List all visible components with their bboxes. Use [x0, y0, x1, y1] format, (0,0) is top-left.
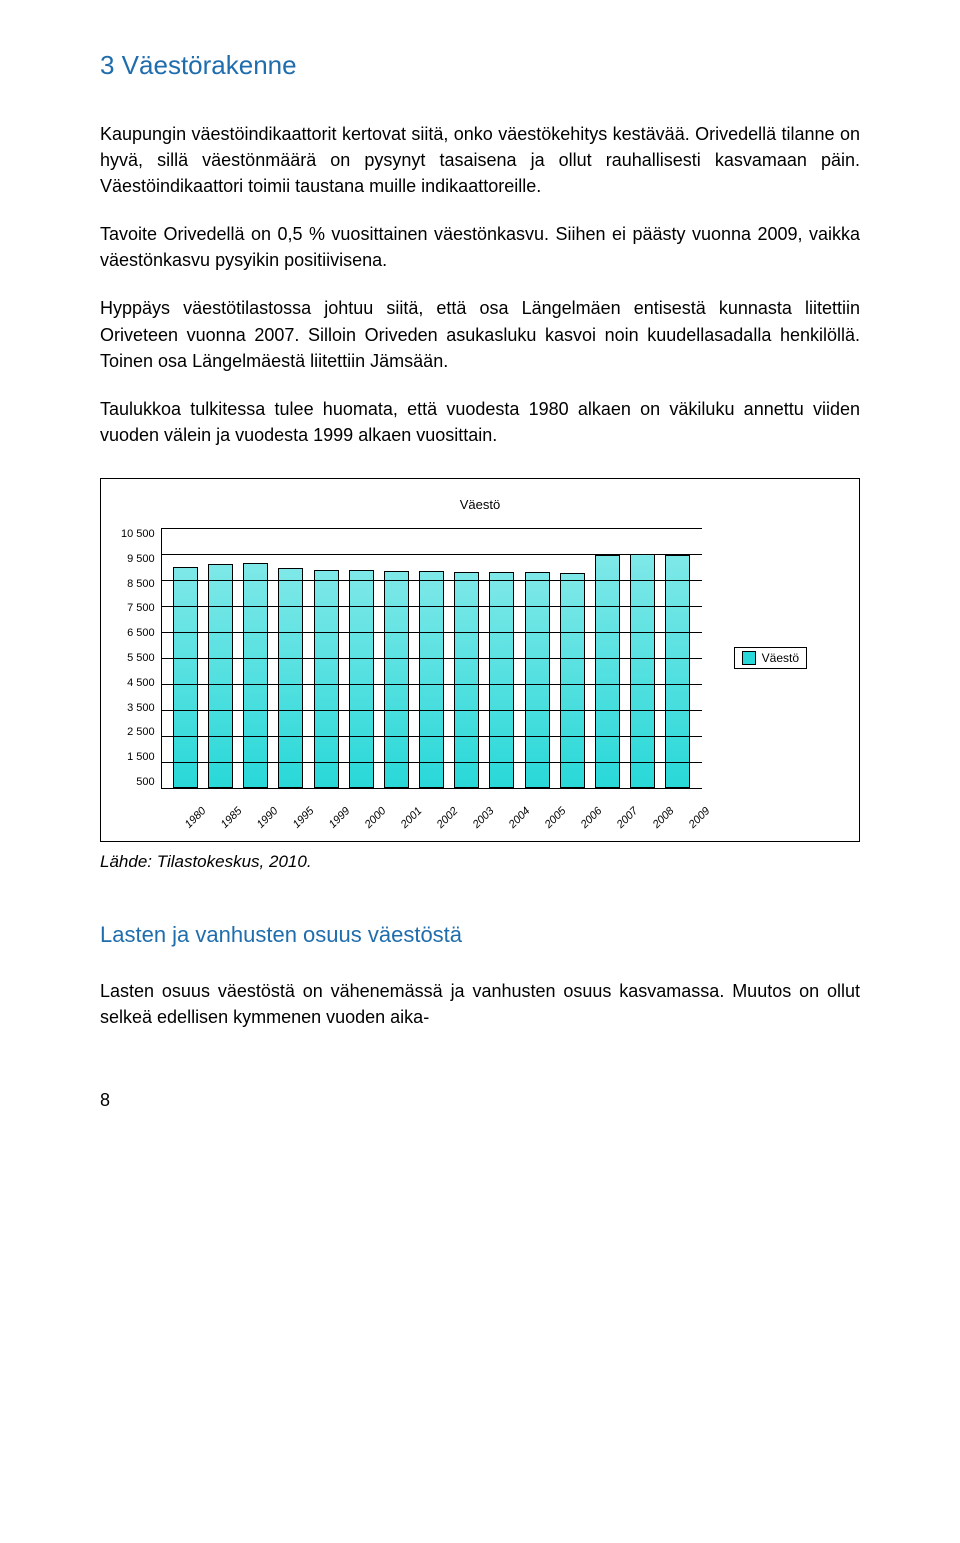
- y-tick: 500: [136, 776, 154, 788]
- x-tick: 2005: [542, 805, 568, 831]
- legend-label: Väestö: [762, 651, 799, 665]
- x-tick: 1990: [254, 805, 280, 831]
- bar: [630, 554, 655, 788]
- bar: [454, 572, 479, 788]
- legend-column: Väestö: [702, 528, 839, 789]
- bar: [595, 555, 620, 788]
- bar: [243, 563, 268, 788]
- bar: [419, 571, 444, 788]
- x-tick: 2007: [614, 805, 640, 831]
- page: 3 Väestörakenne Kaupungin väestöindikaat…: [0, 0, 960, 1151]
- chart-source: Lähde: Tilastokeskus, 2010.: [100, 852, 860, 872]
- paragraph: Hyppäys väestötilastossa johtuu siitä, e…: [100, 295, 860, 373]
- plot-column: 10 500 9 500 8 500 7 500 6 500 5 500 4 500 3 50…: [121, 528, 702, 789]
- y-axis: 10 500 9 500 8 500 7 500 6 500 5 500 4 500 3 50…: [121, 528, 161, 788]
- gridline: [162, 632, 702, 633]
- section-heading: Lasten ja vanhusten osuus väestöstä: [100, 922, 860, 948]
- y-tick: 3 500: [127, 702, 155, 714]
- bar: [278, 568, 303, 788]
- page-number: 8: [100, 1090, 860, 1111]
- gridline: [162, 554, 702, 555]
- gridline: [162, 580, 702, 581]
- paragraph: Taulukkoa tulkitessa tulee huomata, että…: [100, 396, 860, 448]
- gridline: [162, 658, 702, 659]
- bar: [665, 555, 690, 788]
- paragraph: Tavoite Orivedellä on 0,5 % vuosittainen…: [100, 221, 860, 273]
- x-axis-wrap: 1980198519901995199920002001200220032004…: [121, 793, 839, 827]
- gridline: [162, 684, 702, 685]
- x-axis: 1980198519901995199920002001200220032004…: [169, 793, 721, 805]
- legend-swatch: [742, 651, 756, 665]
- paragraph: Lasten osuus väestöstä on vähenemässä ja…: [100, 978, 860, 1030]
- y-tick: 8 500: [127, 578, 155, 590]
- gridline: [162, 710, 702, 711]
- gridline: [162, 762, 702, 763]
- population-chart: Väestö 10 500 9 500 8 500 7 500 6 500 5 500 4 …: [100, 478, 860, 842]
- x-tick: 1999: [326, 805, 352, 831]
- chart-body: 10 500 9 500 8 500 7 500 6 500 5 500 4 500 3 50…: [121, 528, 839, 789]
- y-tick: 7 500: [127, 602, 155, 614]
- bar: [349, 570, 374, 788]
- x-tick: 1995: [290, 805, 316, 831]
- x-tick: 2008: [650, 805, 676, 831]
- y-tick: 9 500: [127, 553, 155, 565]
- y-tick: 6 500: [127, 627, 155, 639]
- x-tick: 1985: [218, 805, 244, 831]
- chart-title: Väestö: [121, 497, 839, 512]
- gridline: [162, 606, 702, 607]
- x-tick: 2009: [686, 805, 712, 831]
- bar: [208, 564, 233, 788]
- y-tick: 1 500: [127, 751, 155, 763]
- x-tick: 2000: [362, 805, 388, 831]
- y-tick: 2 500: [127, 726, 155, 738]
- paragraph: Kaupungin väestöindikaattorit kertovat s…: [100, 121, 860, 199]
- y-tick: 10 500: [121, 528, 155, 540]
- page-title: 3 Väestörakenne: [100, 50, 860, 81]
- plot-area: [161, 528, 702, 789]
- legend: Väestö: [734, 647, 807, 669]
- gridline: [162, 528, 702, 529]
- bar: [173, 567, 198, 788]
- x-tick: 2001: [398, 805, 424, 831]
- gridline: [162, 736, 702, 737]
- x-tick: 2006: [578, 805, 604, 831]
- x-tick: 1980: [182, 805, 208, 831]
- x-tick: 2003: [470, 805, 496, 831]
- y-tick: 4 500: [127, 677, 155, 689]
- x-tick: 2002: [434, 805, 460, 831]
- bar: [314, 570, 339, 788]
- bar: [525, 572, 550, 788]
- y-tick: 5 500: [127, 652, 155, 664]
- x-tick: 2004: [506, 805, 532, 831]
- bar: [384, 571, 409, 788]
- bar: [489, 572, 514, 788]
